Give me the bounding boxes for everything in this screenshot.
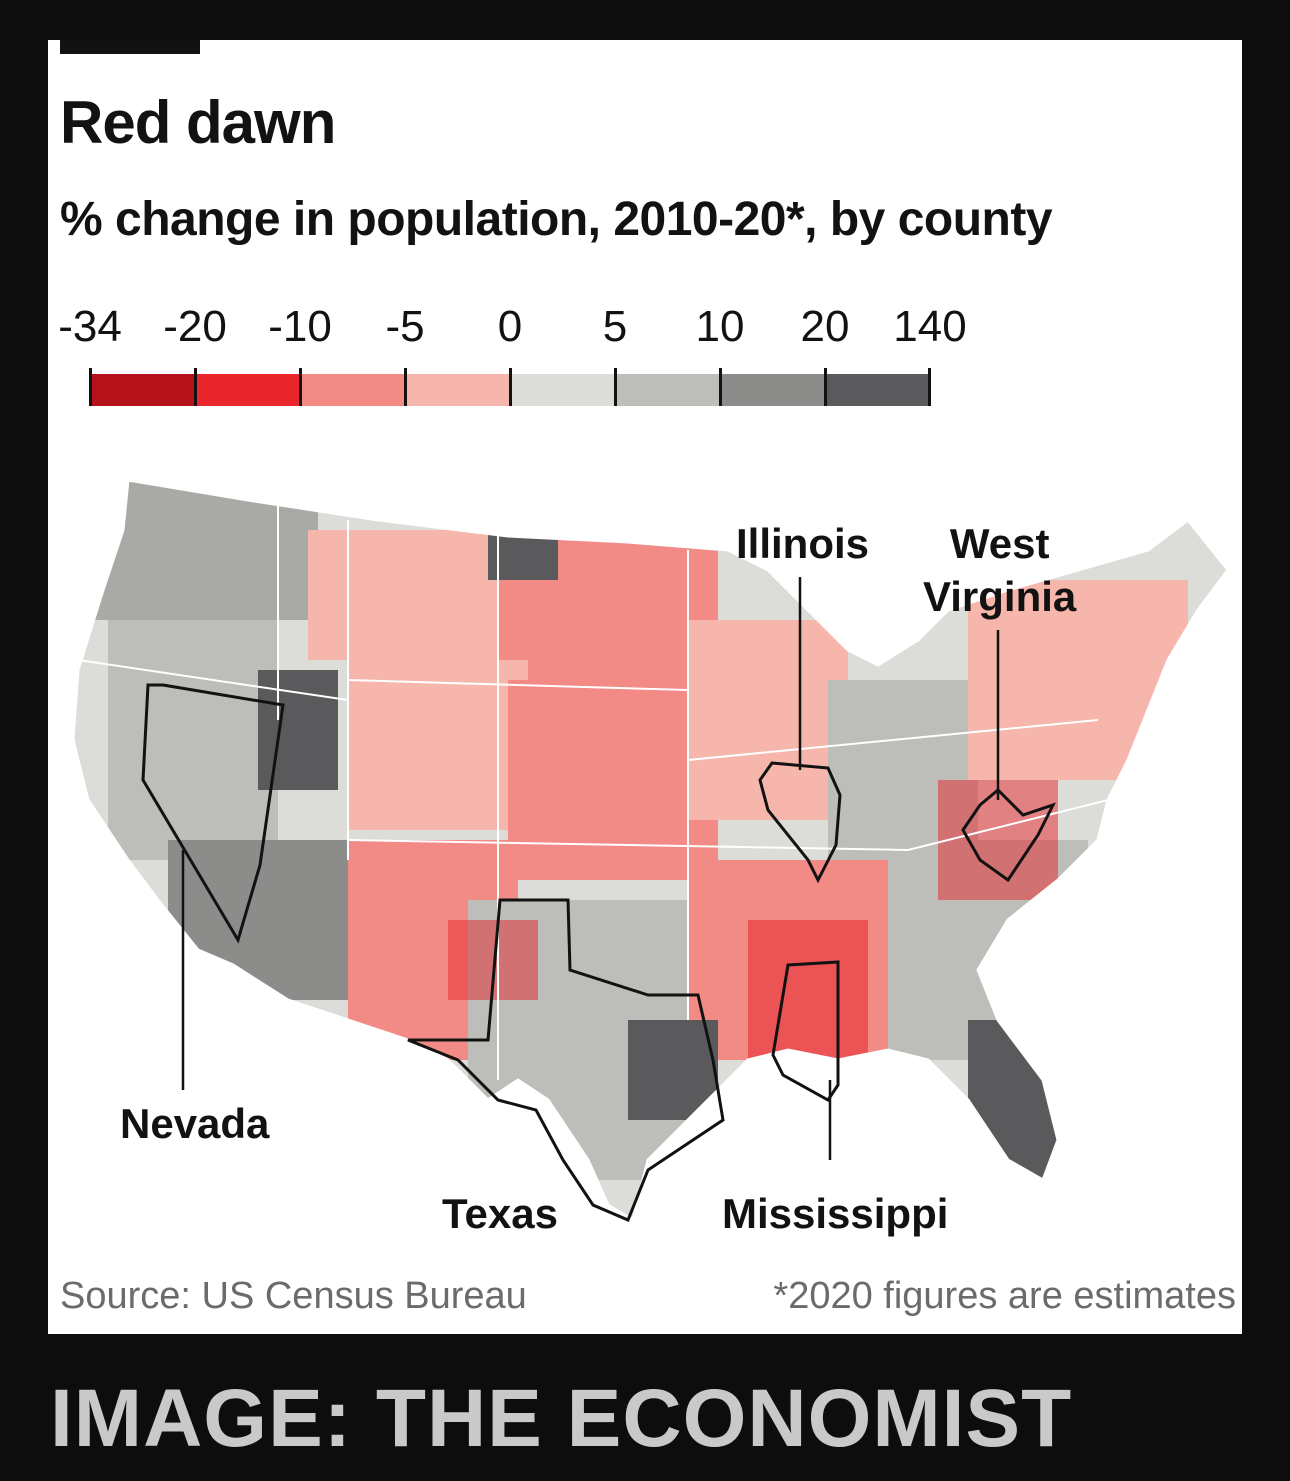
label-leader-lines xyxy=(181,577,1000,1160)
nevada-outline xyxy=(141,683,285,944)
legend-tick xyxy=(299,368,302,406)
legend-tick xyxy=(928,368,931,406)
legend-tick-label: 0 xyxy=(497,302,523,351)
legend-tick xyxy=(509,368,512,406)
nevada-label: Nevada xyxy=(120,1100,270,1147)
legend-tick-label: 10 xyxy=(695,302,745,351)
legend-tick xyxy=(719,368,722,406)
legend-swatch xyxy=(510,374,615,406)
legend-tick xyxy=(89,368,92,406)
mississippi-label: Mississippi xyxy=(722,1190,949,1237)
legend-tick-label: 140 xyxy=(893,302,967,351)
illinois-outline xyxy=(758,761,842,884)
legend-tick-label: -20 xyxy=(163,302,227,351)
legend-swatch xyxy=(300,374,405,406)
legend-tick-label: -5 xyxy=(385,302,425,351)
legend-swatch xyxy=(195,374,300,406)
chart-title: Red dawn xyxy=(60,89,336,156)
legend-tick-label: 5 xyxy=(602,302,628,351)
west-virginia-label: West Virginia xyxy=(923,520,1077,620)
legend-swatch xyxy=(405,374,510,406)
legend-tick-label: -10 xyxy=(268,302,332,351)
state-borders xyxy=(77,490,1109,1080)
legend-tick xyxy=(614,368,617,406)
chart-card: Red dawn % change in population, 2010-20… xyxy=(48,40,1242,1334)
header-tag-bar xyxy=(60,40,200,54)
image-credit: IMAGE: THE ECONOMIST xyxy=(50,1373,1073,1464)
legend-swatch xyxy=(90,374,195,406)
footnote: *2020 figures are estimates xyxy=(773,1275,1236,1317)
legend-tick-label: 20 xyxy=(800,302,850,351)
highlighted-state-outlines xyxy=(141,683,1056,1222)
chart-subtitle: % change in population, 2010-20*, by cou… xyxy=(60,193,1053,246)
illinois-label: Illinois xyxy=(736,520,870,567)
legend-swatch xyxy=(615,374,720,406)
color-legend: -34 -20 -10 -5 0 5 10 20 140 xyxy=(48,302,1008,412)
us-county-map: Illinois West Virginia Nevada Texas Miss… xyxy=(48,460,1242,1237)
us-map-svg xyxy=(71,478,1230,1223)
legend-swatch xyxy=(720,374,825,406)
mississippi-outline xyxy=(771,960,840,1102)
texas-label: Texas xyxy=(442,1190,558,1237)
west-virginia-outline xyxy=(961,787,1056,883)
legend-tick xyxy=(194,368,197,406)
legend-swatch xyxy=(825,374,930,406)
legend-tick-label: -34 xyxy=(58,302,122,351)
legend-tick xyxy=(404,368,407,406)
legend-tick xyxy=(824,368,827,406)
us-outline xyxy=(71,478,1230,1223)
source-note: Source: US Census Bureau xyxy=(60,1275,527,1317)
texas-outline xyxy=(407,898,725,1222)
